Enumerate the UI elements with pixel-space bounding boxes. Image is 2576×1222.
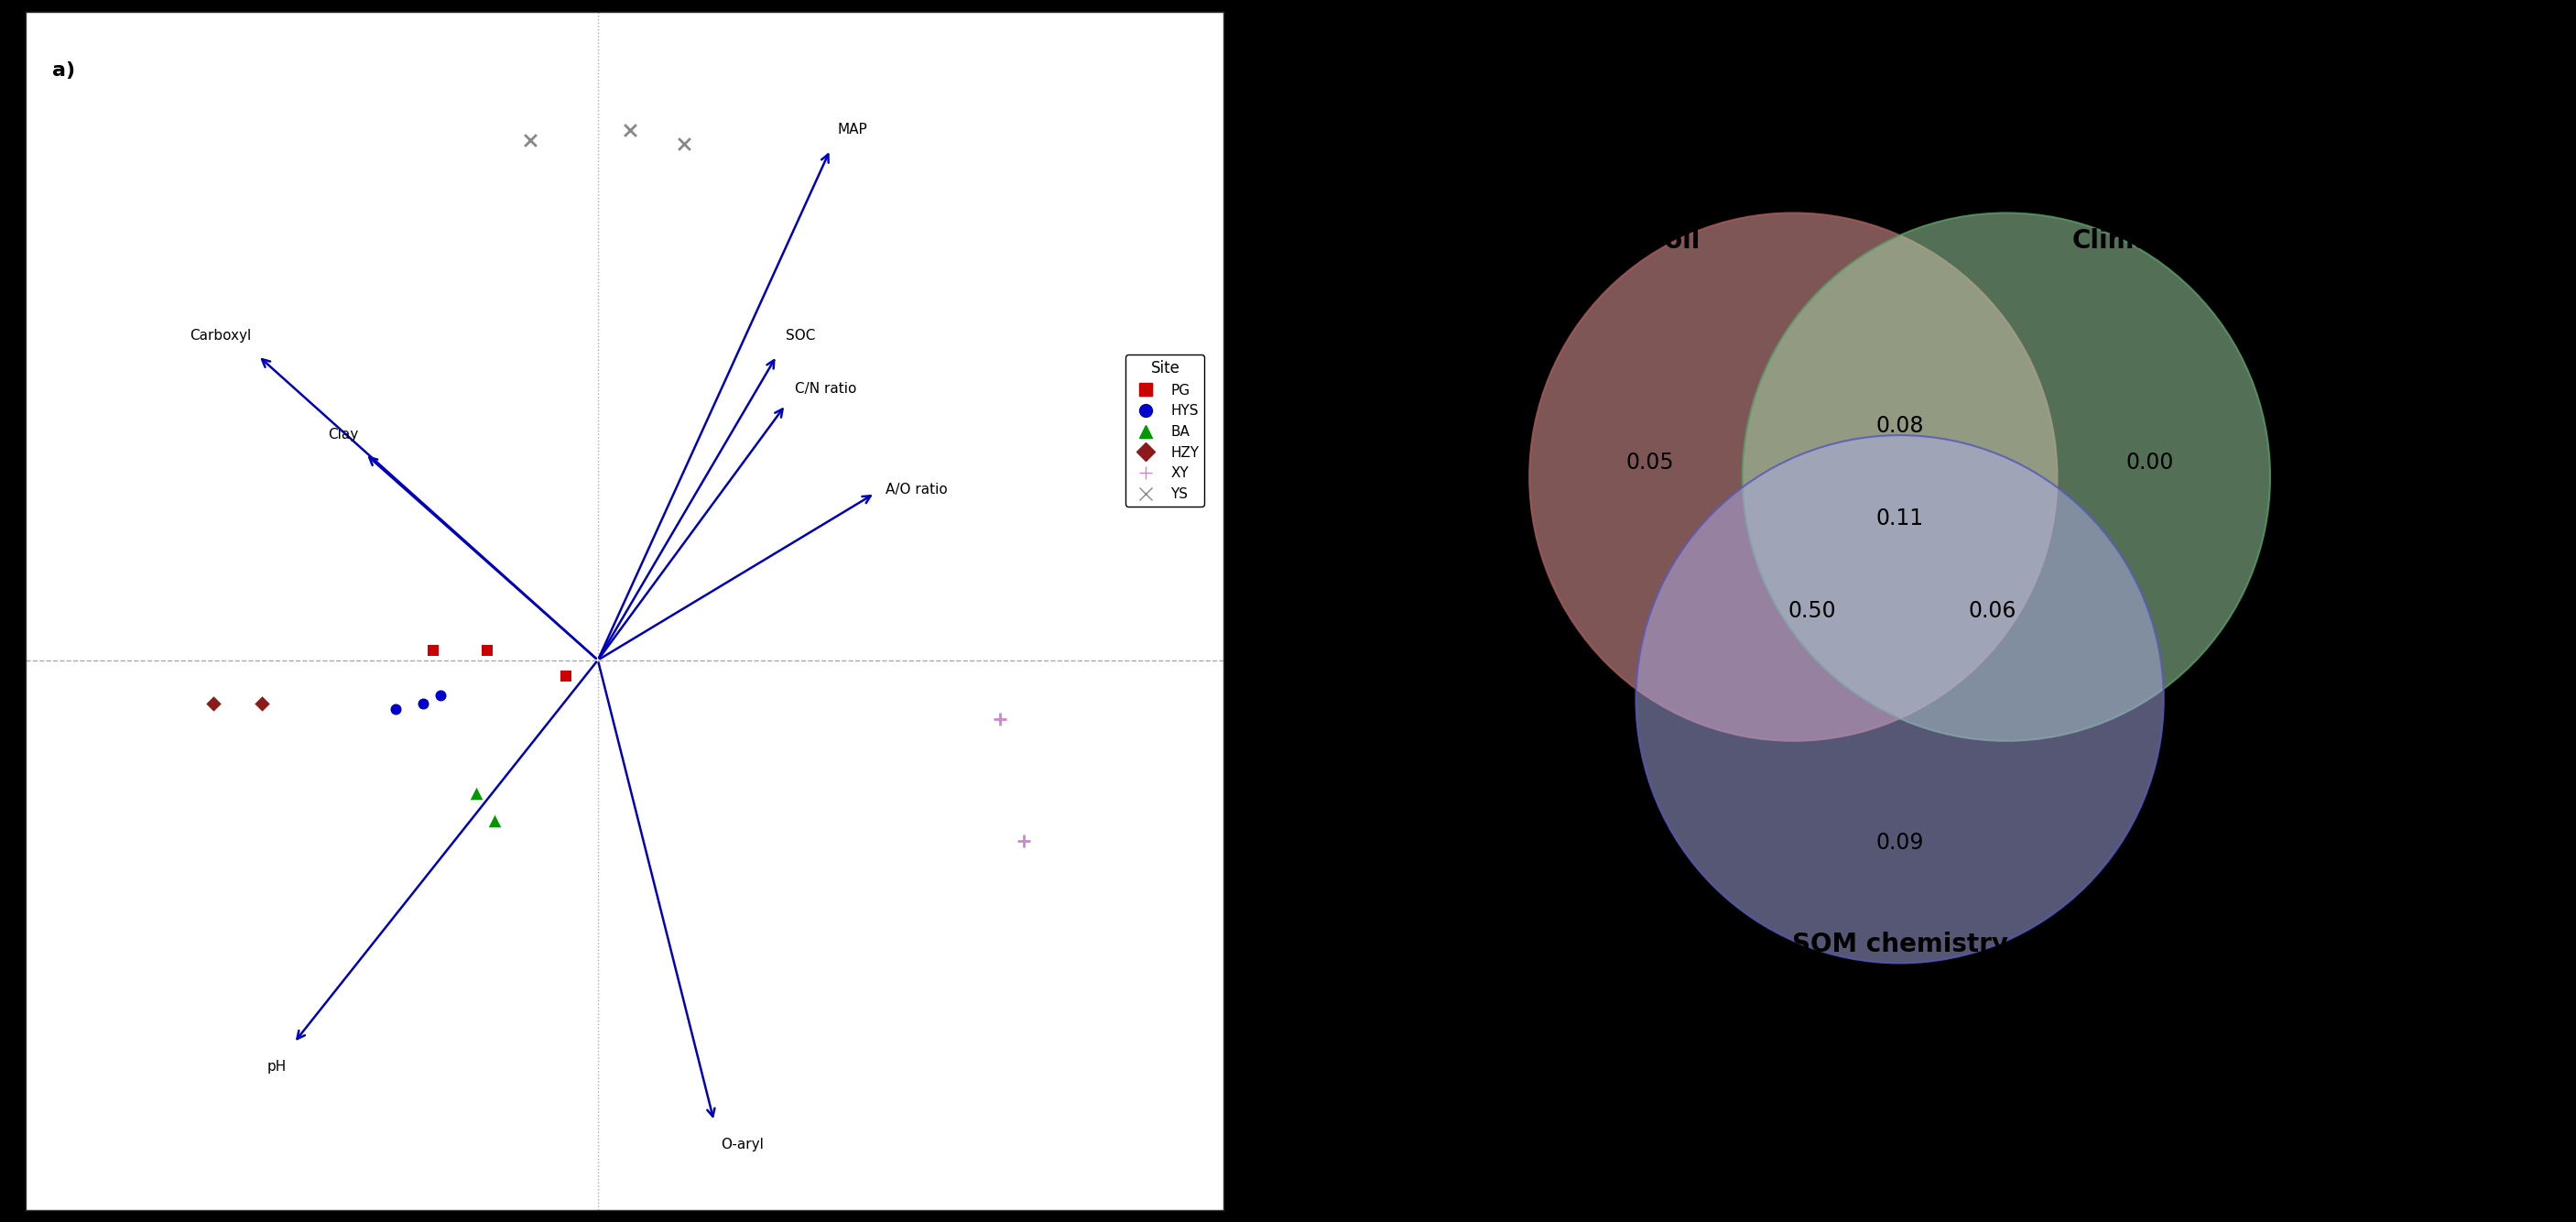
Point — [510, 130, 551, 149]
Point — [1002, 831, 1043, 851]
Circle shape — [1530, 213, 2058, 741]
Text: 0.11: 0.11 — [1875, 507, 1924, 529]
Text: Climate: Climate — [2071, 229, 2182, 253]
Point — [376, 699, 417, 719]
Point — [662, 134, 703, 154]
Text: 0.05: 0.05 — [1625, 452, 1674, 474]
Point — [402, 694, 443, 714]
Point — [546, 666, 587, 686]
Text: 0.09: 0.09 — [1875, 832, 1924, 854]
Circle shape — [1636, 435, 2164, 963]
Text: C/N ratio: C/N ratio — [793, 382, 855, 396]
Point — [474, 811, 515, 831]
Circle shape — [1741, 213, 2269, 741]
Point — [242, 694, 283, 714]
Point — [193, 694, 234, 714]
Text: Clay: Clay — [327, 428, 358, 441]
Text: MAP: MAP — [837, 123, 868, 137]
Text: SOC: SOC — [786, 329, 814, 343]
Text: O-aryl: O-aryl — [721, 1138, 765, 1152]
Point — [466, 640, 507, 660]
Text: 0.50: 0.50 — [1788, 600, 1837, 622]
Text: 0.00: 0.00 — [2125, 452, 2174, 474]
Text: 0.08: 0.08 — [1875, 415, 1924, 437]
Text: pH: pH — [268, 1059, 286, 1073]
Point — [420, 686, 461, 705]
Point — [412, 640, 453, 660]
Text: Soil: Soil — [1646, 229, 1700, 253]
Point — [456, 783, 497, 803]
Point — [611, 120, 652, 139]
Text: A/O ratio: A/O ratio — [886, 483, 948, 496]
Text: SOM chemistry: SOM chemistry — [1793, 932, 2007, 957]
Text: Carboxyl: Carboxyl — [191, 329, 250, 343]
Point — [979, 709, 1020, 728]
Text: 0.06: 0.06 — [1968, 600, 2017, 622]
Text: a): a) — [52, 61, 75, 79]
Legend: PG, HYS, BA, HZY, XY, YS: PG, HYS, BA, HZY, XY, YS — [1126, 354, 1206, 507]
